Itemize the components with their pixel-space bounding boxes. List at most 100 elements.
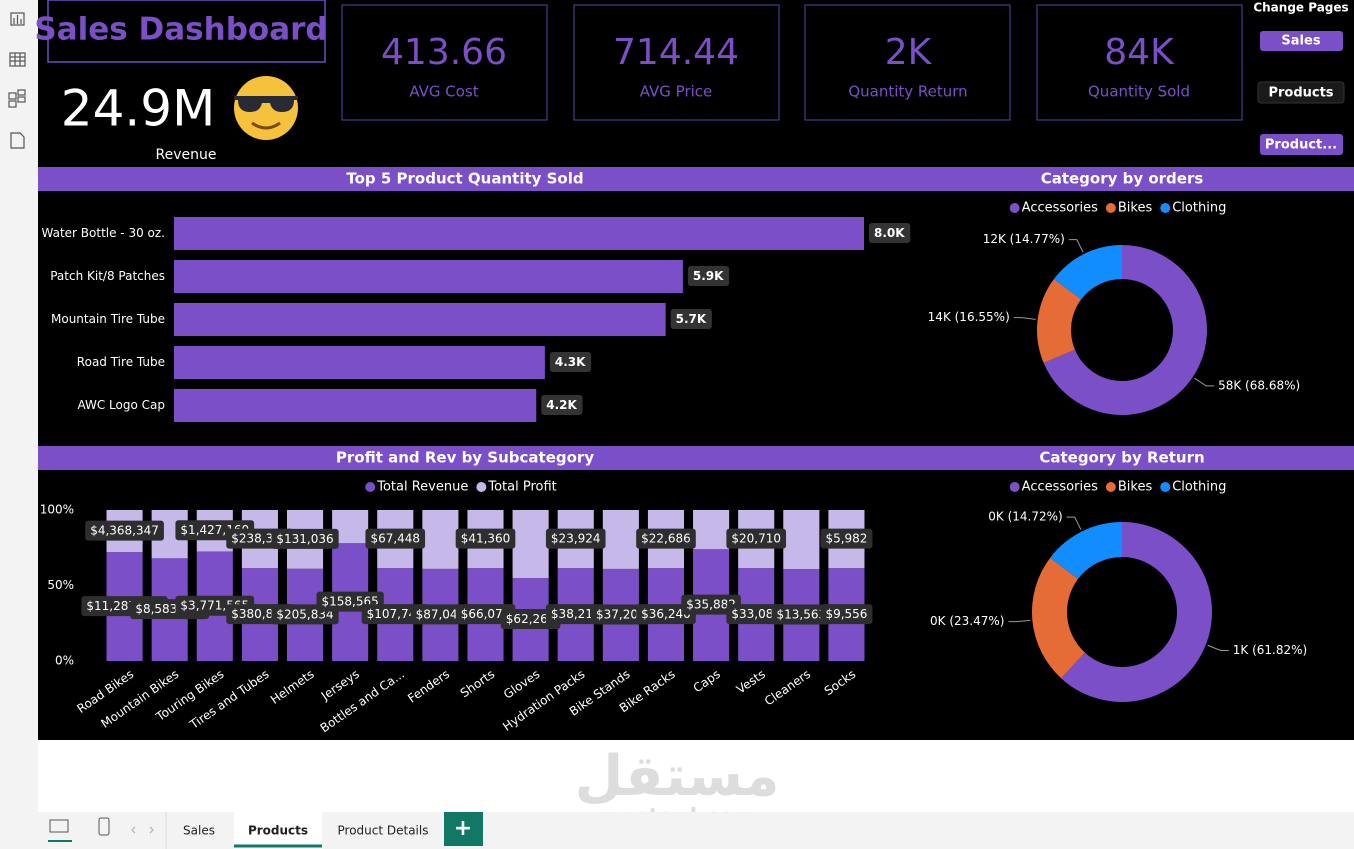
data-label: $62,261 — [506, 612, 556, 626]
revenue-value: 24.9M — [61, 80, 215, 138]
nav-button-label[interactable]: Products — [1268, 86, 1333, 101]
legend-swatch — [1160, 203, 1171, 213]
label-background — [591, 604, 651, 625]
data-label: 14K (16.55%) — [928, 310, 1010, 324]
bar-segment — [783, 510, 820, 570]
revenue-label: Revenue — [156, 147, 217, 163]
label-background — [636, 604, 696, 625]
kpi-value: 413.66 — [381, 32, 507, 73]
chart-title: Profit and Rev by Subcategory — [336, 449, 594, 467]
report-icon[interactable] — [10, 12, 25, 26]
tab[interactable]: Sales — [183, 824, 215, 838]
add-tab[interactable] — [444, 812, 483, 846]
kpi-card — [804, 4, 1011, 121]
label-background — [771, 604, 832, 625]
kpi-value: 2K — [885, 32, 933, 73]
tab[interactable]: Products — [248, 824, 308, 838]
leader-line — [1013, 317, 1036, 320]
tab[interactable]: Product Details — [338, 824, 429, 838]
leader-line — [1207, 644, 1229, 651]
mobile-view[interactable] — [98, 817, 110, 836]
legend-swatch — [1009, 203, 1020, 213]
nav-button-label[interactable]: Product... — [1265, 138, 1337, 153]
kpi-label: AVG Cost — [409, 83, 478, 101]
legend-swatch — [476, 482, 487, 492]
y-tick-label: 0% — [55, 654, 74, 668]
label-background — [820, 528, 873, 549]
data-label: 0K (23.47%) — [930, 614, 1004, 628]
watermark: مستقل — [575, 744, 780, 809]
data-label: $41,360 — [461, 532, 511, 546]
y-tick-label: 50% — [47, 578, 74, 592]
kpi-cards: 413.66 AVG Cost 714.44 AVG Price 2K Quan… — [341, 4, 1243, 121]
y-tick-label: Patch Kit/8 Patches — [50, 269, 165, 283]
view-icons — [48, 817, 154, 842]
data-label: 1K (61.82%) — [1233, 643, 1307, 657]
nav-button-label[interactable]: Sales — [1281, 34, 1320, 49]
kpi-card — [341, 4, 548, 121]
nav-title: Change Pages — [1253, 1, 1348, 15]
data-label: $13,563 — [777, 608, 827, 622]
bar — [174, 303, 666, 336]
label-background — [869, 223, 911, 243]
chart-title: Category by orders — [1041, 170, 1204, 188]
desktop-view[interactable] — [49, 819, 69, 833]
legend-label: Clothing — [1172, 201, 1226, 216]
table-icon[interactable] — [9, 52, 26, 67]
title-box — [47, 0, 326, 63]
label-background — [365, 528, 426, 549]
donut-slice — [1043, 245, 1207, 415]
chart-title: Category by Return — [1039, 449, 1204, 467]
label-background — [636, 528, 696, 549]
data-label: 4.3K — [555, 355, 586, 369]
kpi-card — [1036, 4, 1243, 121]
data-label: $4,368,347 — [90, 524, 159, 538]
leader-line — [1068, 239, 1084, 253]
bar-segment — [422, 510, 459, 569]
sidebar-icons — [8, 12, 26, 149]
data-label: $107,745 — [367, 607, 424, 621]
leader-line — [1008, 619, 1031, 623]
kpi-value: 714.44 — [613, 32, 739, 73]
nav-button[interactable] — [1260, 31, 1343, 51]
bar — [174, 346, 545, 379]
data-label: 4.2K — [546, 398, 577, 412]
data-label: $37,206 — [596, 607, 646, 621]
kpi-label: AVG Price — [640, 83, 713, 101]
sidebar — [0, 0, 38, 812]
legend: Accessories Bikes Clothing — [1009, 480, 1226, 495]
emoji — [234, 76, 298, 140]
label-background — [410, 604, 471, 625]
dax-icon[interactable] — [10, 132, 25, 149]
section-band — [38, 446, 1354, 470]
data-label: 58K (68.68%) — [1218, 378, 1300, 392]
data-label: 12K (14.77%) — [983, 232, 1065, 246]
tab-active[interactable] — [234, 812, 322, 849]
donut-slice — [1061, 522, 1213, 702]
data-label: 5.7K — [676, 312, 707, 326]
chart-title: Top 5 Product Quantity Sold — [346, 170, 583, 188]
donut-slice — [1032, 557, 1085, 679]
donut-slice — [1050, 522, 1122, 579]
legend-label: Total Profit — [487, 480, 556, 495]
nav-button[interactable] — [1257, 81, 1345, 104]
legend-swatch — [1160, 482, 1171, 492]
data-label: $87,041 — [416, 607, 466, 621]
label-background — [545, 604, 606, 625]
legend-swatch — [1105, 482, 1116, 492]
y-tick-label: Mountain Tire Tube — [51, 312, 165, 326]
label-background — [687, 266, 730, 286]
data-label: $9,556 — [825, 607, 867, 621]
leader-line — [1194, 377, 1215, 387]
bar — [174, 260, 683, 293]
y-tick-label: 100% — [40, 503, 74, 517]
legend-label: Accessories — [1022, 201, 1098, 216]
nav-button[interactable] — [1260, 134, 1343, 155]
model-icon[interactable] — [8, 92, 17, 100]
data-label: $20,710 — [731, 532, 781, 546]
kpi-value: 84K — [1104, 32, 1175, 73]
add-tab-label[interactable]: + — [454, 816, 472, 841]
bar-segment — [602, 510, 639, 569]
label-background — [726, 604, 787, 625]
